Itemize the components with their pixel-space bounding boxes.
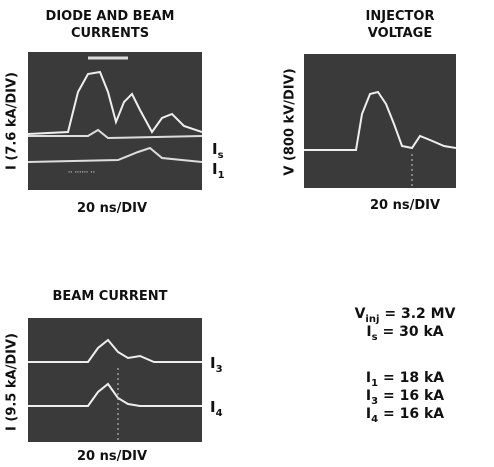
x-label: 20 ns/DIV xyxy=(370,197,440,214)
title-line: INJECTOR xyxy=(366,8,435,25)
rest: = 16 kA xyxy=(383,406,444,422)
title-line: VOLTAGE xyxy=(366,25,435,42)
parameter: I4= 16 kA xyxy=(366,406,444,425)
parameter: I1= 18 kA xyxy=(366,370,444,389)
subscript: 1 xyxy=(218,170,225,181)
y-label: V (800 kV/DIV) xyxy=(283,68,298,175)
svg-text:∙∙ ∙∙∙∙∙∙ ∙∙: ∙∙ ∙∙∙∙∙∙ ∙∙ xyxy=(68,169,95,176)
subscript: 4 xyxy=(216,408,223,419)
rest: = 16 kA xyxy=(383,388,444,404)
panel-title: BEAM CURRENT xyxy=(52,288,167,305)
y-label: I (9.5 kA/DIV) xyxy=(5,333,20,431)
rest: = 30 kA xyxy=(383,324,444,340)
scope-screen xyxy=(28,318,202,442)
title-line: DIODE AND BEAM xyxy=(46,8,175,25)
parameter: I3= 16 kA xyxy=(366,388,444,407)
parameter: Is= 30 kA xyxy=(366,324,443,343)
title-line: BEAM CURRENT xyxy=(52,288,167,305)
scope-screen xyxy=(304,54,456,188)
rest: = 18 kA xyxy=(383,370,444,386)
trace-label: I4 xyxy=(210,398,223,419)
x-label: 20 ns/DIV xyxy=(77,200,147,217)
rest: = 3.2 MV xyxy=(384,306,455,322)
y-label: I (7.6 kA/DIV) xyxy=(5,72,20,170)
trace-label: I3 xyxy=(210,354,223,375)
title-line: CURRENTS xyxy=(46,25,175,42)
symbol: V xyxy=(355,306,366,322)
subscript: s xyxy=(372,332,378,343)
scope-screen: ∙∙ ∙∙∙∙∙∙ ∙∙ xyxy=(28,52,202,190)
trace-label: I1 xyxy=(212,160,225,181)
trace-label: Is xyxy=(212,140,224,161)
x-label: 20 ns/DIV xyxy=(77,448,147,465)
subscript: 4 xyxy=(371,414,378,425)
subscript: 3 xyxy=(216,364,223,375)
parameter: Vinj= 3.2 MV xyxy=(355,306,456,325)
figure: DIODE AND BEAMCURRENTS I (7.6 kA/DIV) ∙∙… xyxy=(0,0,494,467)
